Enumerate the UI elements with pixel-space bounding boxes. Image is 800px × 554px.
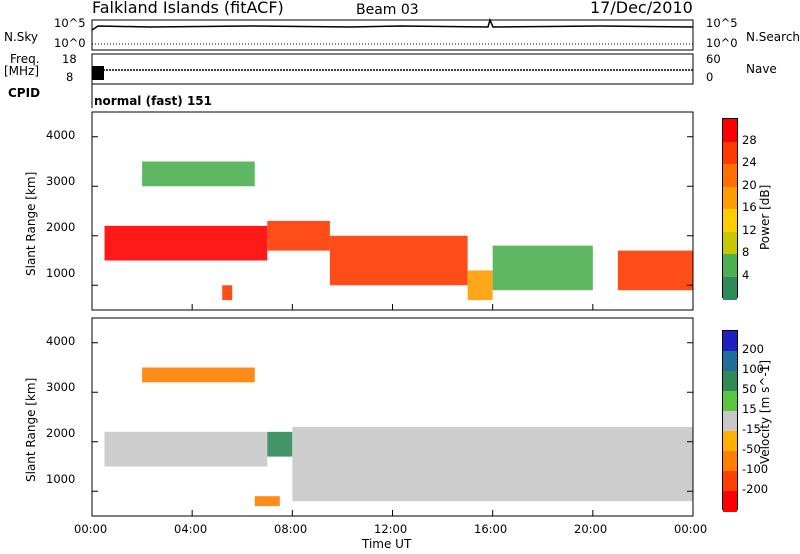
colorbar-segment bbox=[723, 276, 737, 300]
xtick-4: 16:00 bbox=[474, 522, 508, 536]
xtick-5: 20:00 bbox=[574, 522, 608, 536]
nave-tick-high: 60 bbox=[706, 52, 721, 66]
freq-strip-frame bbox=[91, 53, 694, 85]
freq-tick-low: 8 bbox=[66, 70, 74, 84]
power-band-0 bbox=[104, 225, 268, 261]
vel-ytick-1000: 1000 bbox=[46, 472, 76, 486]
cpid-label: CPID bbox=[8, 86, 41, 100]
colorbar-tick-label: -200 bbox=[742, 482, 769, 496]
power-ytick-3000: 3000 bbox=[46, 174, 76, 188]
power-colorbar bbox=[722, 118, 738, 300]
power-band-1 bbox=[267, 220, 330, 251]
nsky-label: N.Sky bbox=[4, 30, 39, 44]
power-ylabel: Slant Range [km] bbox=[24, 171, 38, 276]
axes-ticks bbox=[91, 136, 694, 516]
velocity-band-3 bbox=[254, 496, 280, 507]
power-band-4 bbox=[492, 245, 593, 291]
colorbar-segment bbox=[723, 209, 737, 232]
nsky-strip-frame bbox=[91, 19, 694, 51]
nave-tick-low: 0 bbox=[706, 70, 714, 84]
freq-start-block bbox=[92, 66, 104, 80]
power-band-6 bbox=[142, 161, 255, 187]
power-band-7 bbox=[222, 285, 233, 301]
freq-tick-high: 18 bbox=[62, 52, 77, 66]
nsky-trace bbox=[91, 17, 694, 31]
velocity-colorbar-title: Velocity [m s^-1] bbox=[758, 359, 772, 464]
power-band-3 bbox=[467, 270, 493, 301]
colorbar-segment bbox=[723, 141, 737, 165]
colorbar-tick-label: 50 bbox=[742, 382, 757, 396]
beam-title: Beam 03 bbox=[356, 2, 419, 18]
nsky-tick-high: 10^5 bbox=[54, 16, 86, 30]
colorbar-segment bbox=[723, 451, 737, 472]
freq-label: Freq. bbox=[10, 52, 40, 66]
xtick-2: 08:00 bbox=[274, 522, 308, 536]
nave-label: Nave bbox=[746, 62, 777, 76]
power-panel bbox=[104, 161, 693, 301]
colorbar-tick-label: -15 bbox=[742, 422, 761, 436]
vel-ytick-3000: 3000 bbox=[46, 380, 76, 394]
nsearch-label: N.Search bbox=[746, 30, 800, 44]
colorbar-segment bbox=[723, 331, 737, 352]
power-ytick-4000: 4000 bbox=[46, 128, 76, 142]
cpid-value: normal (fast) 151 bbox=[94, 94, 212, 108]
colorbar-segment bbox=[723, 431, 737, 452]
power-band-5 bbox=[617, 250, 693, 291]
colorbar-tick-label: 8 bbox=[742, 245, 750, 259]
colorbar-segment bbox=[723, 119, 737, 142]
colorbar-segment bbox=[723, 411, 737, 432]
colorbar-segment bbox=[723, 391, 737, 412]
station-title: Falkland Islands (fitACF) bbox=[92, 0, 284, 17]
colorbar-tick-label: 12 bbox=[742, 222, 757, 237]
power-colorbar-title: Power [dB] bbox=[758, 184, 772, 250]
vel-ytick-2000: 2000 bbox=[46, 426, 76, 440]
colorbar-segment bbox=[723, 351, 737, 372]
colorbar-segment bbox=[723, 371, 737, 392]
velocity-panel bbox=[104, 367, 693, 507]
xtick-3: 12:00 bbox=[374, 522, 408, 536]
colorbar-segment bbox=[723, 491, 737, 512]
colorbar-tick-label: 4 bbox=[742, 267, 750, 282]
velocity-ylabel: Slant Range [km] bbox=[24, 377, 38, 482]
velocity-band-2 bbox=[292, 426, 693, 502]
nsearch-tick-high: 10^5 bbox=[706, 16, 738, 30]
velocity-band-1 bbox=[267, 431, 293, 457]
colorbar-segment bbox=[723, 231, 737, 255]
nsearch-tick-low: 10^0 bbox=[706, 36, 738, 50]
colorbar-segment bbox=[723, 471, 737, 492]
power-ytick-1000: 1000 bbox=[46, 266, 76, 280]
date-title: 17/Dec/2010 bbox=[590, 0, 693, 17]
velocity-band-0 bbox=[104, 431, 268, 467]
colorbar-tick-label: 28 bbox=[742, 132, 757, 147]
xtick-1: 04:00 bbox=[174, 522, 208, 536]
colorbar-tick-label: -100 bbox=[742, 462, 769, 476]
colorbar-segment bbox=[723, 186, 737, 210]
vel-ytick-4000: 4000 bbox=[46, 334, 76, 348]
colorbar-tick-label: 24 bbox=[742, 155, 757, 169]
nsky-tick-low: 10^0 bbox=[54, 36, 86, 50]
colorbar-tick-label: 15 bbox=[742, 402, 757, 416]
xtick-0: 00:00 bbox=[74, 522, 108, 536]
power-band-2 bbox=[329, 235, 468, 286]
freq-unit-label: [MHz] bbox=[4, 64, 40, 78]
colorbar-segment bbox=[723, 254, 737, 277]
colorbar-tick-label: 20 bbox=[742, 177, 757, 192]
xtick-6: 00:00 bbox=[674, 522, 708, 536]
velocity-colorbar bbox=[722, 330, 738, 512]
colorbar-segment bbox=[723, 164, 737, 187]
colorbar-tick-label: 200 bbox=[742, 342, 764, 356]
velocity-band-4 bbox=[142, 367, 255, 383]
x-axis-label: Time UT bbox=[362, 537, 412, 551]
power-ytick-2000: 2000 bbox=[46, 220, 76, 234]
colorbar-tick-label: -50 bbox=[742, 442, 761, 456]
colorbar-tick-label: 16 bbox=[742, 200, 757, 214]
colorbar-tick-label: 100 bbox=[742, 362, 764, 376]
